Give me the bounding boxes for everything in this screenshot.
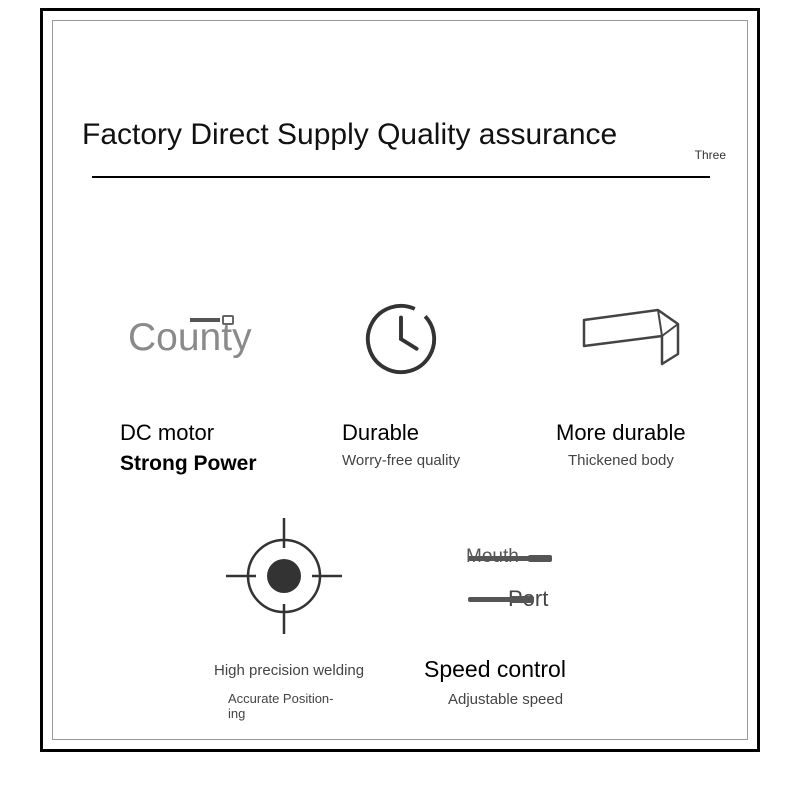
angle-body-icon (576, 302, 686, 372)
county-overlay-box (222, 315, 234, 325)
clock-icon (362, 300, 440, 378)
feature-title: DC motor (120, 420, 257, 446)
feature-title: Speed control (424, 656, 566, 683)
page-title: Factory Direct Supply Quality assurance (82, 118, 617, 152)
feature-title: More durable (556, 420, 686, 446)
feature-subtitle: Worry-free quality (342, 452, 460, 469)
feature-durable: Durable Worry-free quality (342, 420, 460, 469)
feature-subtitle: Strong Power (120, 452, 257, 476)
feature-subtitle: Accurate Position- ing (214, 691, 334, 721)
title-divider (92, 176, 710, 178)
feature-speed-control: Speed control Adjustable speed (424, 656, 566, 708)
slider-track-top (468, 556, 548, 561)
feature-dc-motor: DC motor Strong Power (120, 420, 257, 476)
slider-track-bottom (468, 597, 528, 602)
slider-knob (510, 596, 534, 603)
feature-title: High precision welding (214, 662, 364, 679)
feature-subtitle: Thickened body (556, 452, 686, 469)
speed-sliders-icon: Mouth Port (468, 548, 548, 638)
slider-knob (528, 555, 552, 562)
crosshair-icon (222, 514, 346, 638)
feature-title: Durable (342, 420, 460, 446)
county-overlay-dash (190, 318, 220, 322)
feature-precision: High precision welding Accurate Position… (214, 662, 364, 721)
feature-more-durable: More durable Thickened body (556, 420, 686, 469)
feature-subtitle: Adjustable speed (424, 691, 566, 708)
corner-label: Three (695, 148, 726, 162)
